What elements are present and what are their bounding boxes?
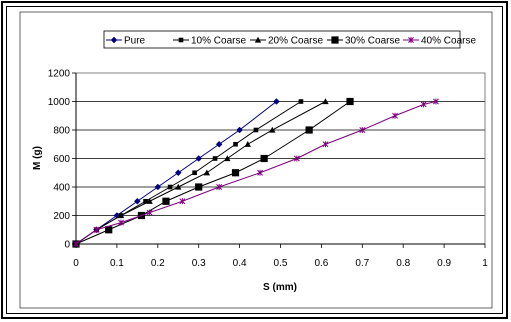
data-point xyxy=(93,226,100,233)
x-tick-label: 0.7 xyxy=(355,258,369,269)
data-point xyxy=(73,241,79,247)
data-point xyxy=(408,37,414,43)
series-1 xyxy=(73,99,304,247)
x-tick-label: 1 xyxy=(482,258,488,269)
data-point xyxy=(293,155,300,162)
chart-area-border xyxy=(19,11,493,309)
data-point xyxy=(233,141,238,147)
data-point xyxy=(175,183,182,190)
legend-entry-0: Pure xyxy=(106,36,146,47)
data-point xyxy=(179,198,186,205)
series-2 xyxy=(72,98,329,247)
series-line xyxy=(75,101,326,245)
data-point xyxy=(192,170,197,176)
x-axis-title: S (mm) xyxy=(263,282,297,293)
data-point xyxy=(224,155,231,162)
data-point xyxy=(331,36,339,44)
x-tick-label: 0.2 xyxy=(151,258,165,269)
data-point xyxy=(178,37,184,43)
y-tick-label: 600 xyxy=(53,154,70,165)
data-point xyxy=(359,127,366,133)
series-line xyxy=(75,101,437,245)
data-point xyxy=(231,169,240,177)
data-point xyxy=(257,169,264,176)
data-point xyxy=(420,101,427,108)
data-point xyxy=(162,197,170,205)
data-point xyxy=(133,197,141,205)
data-point xyxy=(143,198,148,204)
y-tick-label: 1200 xyxy=(48,69,71,80)
x-tick-label: 0.5 xyxy=(274,258,288,269)
series-group xyxy=(72,97,439,248)
data-point xyxy=(212,156,218,161)
data-point xyxy=(174,169,182,177)
data-point xyxy=(298,99,304,104)
legend-box xyxy=(103,30,461,49)
legend-label: 10% Coarse xyxy=(191,36,246,47)
data-point xyxy=(260,154,268,163)
x-tick-label: 0.8 xyxy=(396,258,410,269)
series-line xyxy=(75,101,277,245)
data-point xyxy=(146,209,153,216)
legend-entry-4: 40% Coarse xyxy=(403,36,476,47)
data-point xyxy=(216,184,223,190)
legend-label: 20% Coarse xyxy=(268,36,323,47)
series-line xyxy=(75,101,351,245)
data-point xyxy=(305,126,313,134)
x-tick-label: 0.3 xyxy=(192,258,206,269)
series-0 xyxy=(72,98,280,248)
legend-label: Pure xyxy=(124,36,146,47)
series-line xyxy=(75,101,302,245)
grid-lines xyxy=(76,72,485,216)
y-tick-label: 1000 xyxy=(48,97,71,108)
data-point xyxy=(195,183,203,191)
data-point xyxy=(322,141,329,148)
y-tick-label: 400 xyxy=(53,183,70,194)
series-4 xyxy=(73,98,439,247)
data-point xyxy=(118,219,124,226)
x-tick-label: 0.6 xyxy=(314,258,328,269)
x-tick-label: 0.9 xyxy=(437,258,451,269)
data-point xyxy=(269,126,276,133)
data-point xyxy=(392,112,398,119)
data-point xyxy=(273,98,280,105)
data-point xyxy=(117,212,125,219)
legend-entry-3: 30% Coarse xyxy=(327,36,400,47)
data-point xyxy=(215,140,223,148)
x-tick-label: 0.1 xyxy=(110,258,124,269)
series-3 xyxy=(72,97,354,248)
data-point xyxy=(254,36,262,43)
data-point xyxy=(167,184,173,190)
data-point xyxy=(195,155,203,162)
axes: 0 200 400 600 800 1000 1200 0 0.1 0.2 0.3 0.4 0.5 0.6… xyxy=(48,69,488,270)
legend-label: 30% Coarse xyxy=(345,36,400,47)
data-point xyxy=(236,126,243,134)
legend-entry-2: 20% Coarse xyxy=(250,36,323,47)
data-point xyxy=(432,98,439,105)
data-point xyxy=(253,127,259,133)
data-point xyxy=(154,183,162,191)
data-point xyxy=(322,98,329,105)
x-tick-label: 0.4 xyxy=(233,258,247,269)
data-point xyxy=(346,97,354,106)
y-tick-label: 800 xyxy=(53,126,70,137)
legend: Pure 10% Coarse 20% Coarse 30% Coarse 40% Co… xyxy=(103,30,476,49)
x-tick-label: 0 xyxy=(73,258,79,269)
data-point xyxy=(105,226,113,234)
data-point xyxy=(244,141,251,147)
y-tick-label: 200 xyxy=(53,211,70,222)
data-point xyxy=(203,169,211,176)
y-axis-title: M (g) xyxy=(32,146,43,170)
data-point xyxy=(110,36,118,44)
y-tick-label: 0 xyxy=(64,240,70,251)
legend-label: 40% Coarse xyxy=(421,36,476,47)
legend-entry-1: 10% Coarse xyxy=(173,36,246,47)
chart-frame-inner xyxy=(6,6,503,314)
data-point xyxy=(146,198,153,204)
